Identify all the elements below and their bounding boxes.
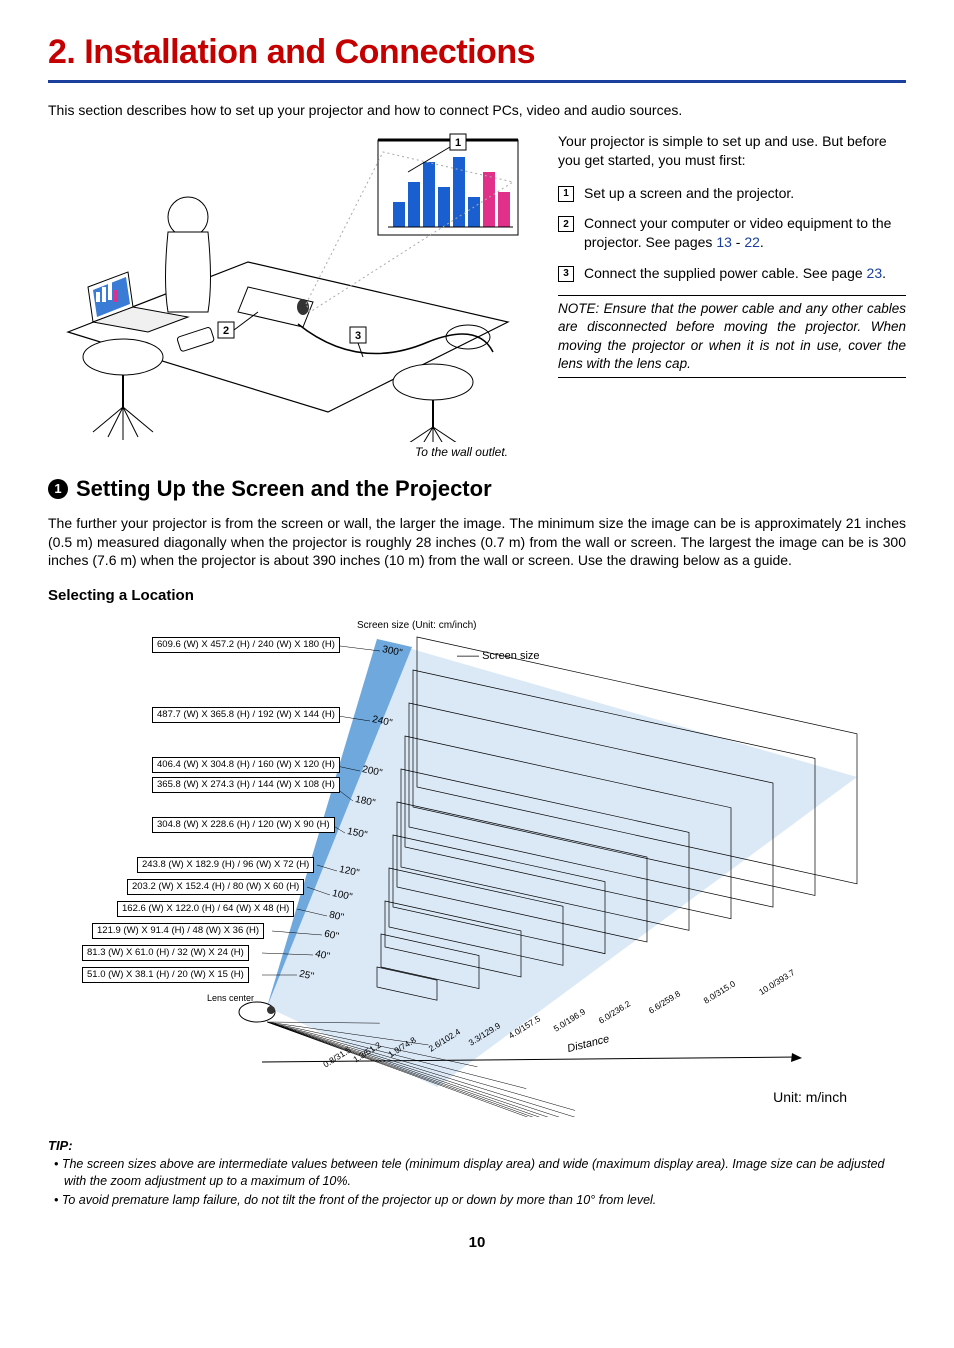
page-link[interactable]: 23 <box>867 265 883 281</box>
dimension-box: 243.8 (W) X 182.9 (H) / 96 (W) X 72 (H) <box>137 857 314 874</box>
dimension-box: 487.7 (W) X 365.8 (H) / 192 (W) X 144 (H… <box>152 707 340 724</box>
unit-label: Unit: m/inch <box>773 1088 847 1107</box>
diagram-header: Screen size (Unit: cm/inch) <box>357 619 476 633</box>
step-text: Set up a screen and the projector. <box>584 184 794 203</box>
step-text: Connect your computer or video equipment… <box>584 214 906 252</box>
dimension-box: 365.8 (W) X 274.3 (H) / 144 (W) X 108 (H… <box>152 777 340 794</box>
page-number: 10 <box>48 1233 906 1253</box>
section-1-body: The further your projector is from the s… <box>48 514 906 571</box>
dimension-box: 203.2 (W) X 152.4 (H) / 80 (W) X 60 (H) <box>127 879 304 896</box>
screen-size-label: —— Screen size <box>457 649 540 664</box>
dimension-box: 406.4 (W) X 304.8 (H) / 160 (W) X 120 (H… <box>152 757 340 774</box>
step-2: 2 Connect your computer or video equipme… <box>558 214 906 252</box>
setup-illustration: 1 <box>48 132 528 460</box>
dimension-box: 162.6 (W) X 122.0 (H) / 64 (W) X 48 (H) <box>117 901 294 918</box>
svg-text:2: 2 <box>223 325 229 337</box>
step-num-icon: 2 <box>558 216 574 232</box>
tip-item: • The screen sizes above are intermediat… <box>48 1156 906 1190</box>
page-link[interactable]: 22 <box>744 234 760 250</box>
page-link[interactable]: 13 <box>716 234 732 250</box>
screen-size-value: 25" <box>298 967 315 983</box>
dimension-box: 304.8 (W) X 228.6 (H) / 120 (W) X 90 (H) <box>152 817 335 834</box>
step-num-icon: 1 <box>558 186 574 202</box>
dimension-box: 51.0 (W) X 38.1 (H) / 20 (W) X 15 (H) <box>82 967 249 984</box>
screen-size-value: 80" <box>328 908 345 924</box>
tip-item: • To avoid premature lamp failure, do no… <box>48 1192 906 1209</box>
dimension-box: 121.9 (W) X 91.4 (H) / 48 (W) X 36 (H) <box>92 923 264 940</box>
chapter-title: 2. Installation and Connections <box>48 30 906 76</box>
svg-text:1: 1 <box>455 137 461 149</box>
illustration-caption: To the wall outlet. <box>48 444 528 460</box>
note-text: NOTE: Ensure that the power cable and an… <box>558 295 906 378</box>
step-1: 1 Set up a screen and the projector. <box>558 184 906 203</box>
screen-size-value: 40" <box>314 947 331 963</box>
section-num-icon: 1 <box>48 479 68 499</box>
lens-center-label: Lens center <box>207 992 254 1004</box>
section-1-title: 1 Setting Up the Screen and the Projecto… <box>48 474 906 504</box>
step-num-icon: 3 <box>558 266 574 282</box>
screen-size-value: 60" <box>323 927 340 943</box>
intro-text: This section describes how to set up you… <box>48 101 906 120</box>
tip-heading: TIP: <box>48 1137 906 1155</box>
step-text: Connect the supplied power cable. See pa… <box>584 264 886 283</box>
step-3: 3 Connect the supplied power cable. See … <box>558 264 906 283</box>
svg-text:3: 3 <box>355 330 361 342</box>
distance-diagram: Screen size (Unit: cm/inch) —— Screen si… <box>77 617 877 1117</box>
title-rule <box>48 80 906 83</box>
dimension-box: 81.3 (W) X 61.0 (H) / 32 (W) X 24 (H) <box>82 945 249 962</box>
dimension-box: 609.6 (W) X 457.2 (H) / 240 (W) X 180 (H… <box>152 637 340 654</box>
selecting-location-title: Selecting a Location <box>48 586 906 606</box>
setup-lead: Your projector is simple to set up and u… <box>558 132 906 170</box>
